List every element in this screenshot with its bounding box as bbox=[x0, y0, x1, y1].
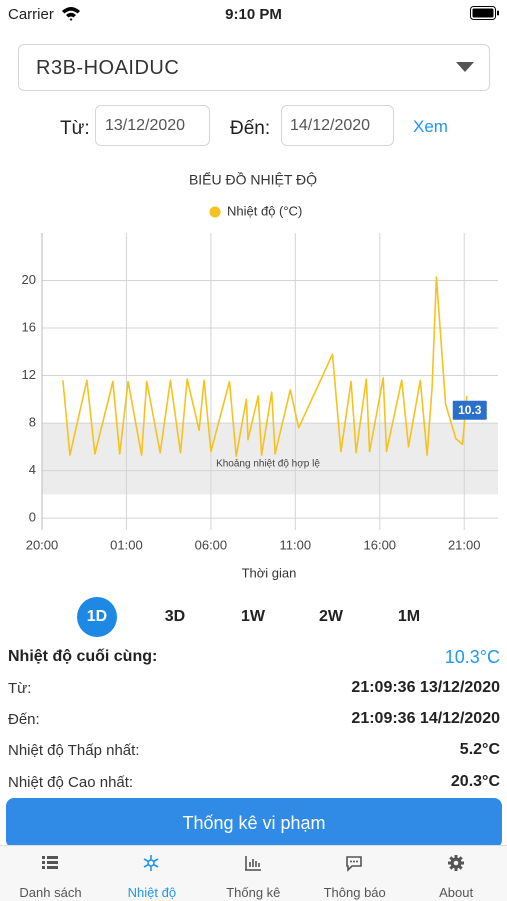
station-dropdown[interactable]: R3B-HOAIDUC bbox=[18, 44, 490, 91]
legend-label: Nhiệt độ (°C) bbox=[227, 203, 302, 218]
nav-item[interactable]: Thông báo bbox=[304, 846, 405, 900]
stat-row: Nhiệt độ Cao nhất: 20.3°C bbox=[8, 770, 500, 794]
temperature-chart: BIỂU ĐỒ NHIỆT ĐỘ Thời gian Nhiệt độ (°C)… bbox=[22, 171, 498, 580]
range-option[interactable]: 1M bbox=[397, 608, 421, 625]
x-tick-label: 20:00 bbox=[26, 537, 59, 552]
range-option[interactable]: 3D bbox=[164, 608, 186, 625]
stat-value: 20.3°C bbox=[450, 773, 500, 790]
stat-value: 21:09:36 14/12/2020 bbox=[351, 710, 500, 727]
stat-row: Nhiệt độ cuối cùng: 10.3°C bbox=[8, 645, 500, 669]
chart-title: BIỂU ĐỒ NHIỆT ĐỘ bbox=[189, 171, 317, 188]
wifi-icon bbox=[62, 7, 80, 21]
from-label: Từ: bbox=[60, 118, 90, 139]
stat-label: Nhiệt độ cuối cùng: bbox=[8, 648, 158, 665]
stat-value: 10.3°C bbox=[444, 646, 500, 667]
station-name: R3B-HOAIDUC bbox=[36, 57, 180, 79]
y-tick-label: 0 bbox=[29, 510, 36, 525]
from-date: 13/12/2020 bbox=[105, 117, 186, 134]
dropdown-arrow bbox=[456, 62, 474, 72]
to-date: 14/12/2020 bbox=[290, 117, 371, 134]
stat-row: Đến: 21:09:36 14/12/2020 bbox=[8, 707, 500, 731]
violation-button-label: Thống kê vi phạm bbox=[182, 813, 326, 833]
band-label: Khoảng nhiệt độ hợp lệ bbox=[216, 458, 320, 469]
stat-label: Nhiệt độ Thấp nhất: bbox=[8, 741, 140, 759]
nav-label: Thống kê bbox=[226, 885, 281, 900]
x-tick-label: 16:00 bbox=[364, 537, 397, 552]
x-tick-label: 11:00 bbox=[280, 537, 312, 552]
stat-label: Nhiệt độ Cao nhất: bbox=[8, 773, 134, 791]
violation-button[interactable]: Thống kê vi phạm bbox=[6, 798, 502, 848]
nav-icon bbox=[42, 856, 58, 869]
nav-icon bbox=[447, 855, 464, 871]
nav-icon bbox=[346, 856, 362, 872]
from-date-input[interactable]: 13/12/2020 bbox=[95, 105, 210, 146]
stat-row: Từ: 21:09:36 13/12/2020 bbox=[8, 676, 500, 700]
nav-icon bbox=[143, 855, 159, 871]
clock: 9:10 PM bbox=[225, 6, 282, 23]
x-tick-label: 21:00 bbox=[448, 537, 481, 552]
y-tick-label: 20 bbox=[22, 272, 36, 287]
nav-label: Thông báo bbox=[323, 885, 386, 900]
stat-value: 5.2°C bbox=[459, 741, 500, 758]
x-tick-label: 06:00 bbox=[195, 537, 228, 552]
last-value-label: 10.3 bbox=[458, 403, 482, 417]
nav-label: Nhiệt độ bbox=[127, 885, 177, 900]
nav-label: About bbox=[439, 885, 474, 900]
x-axis-title: Thời gian bbox=[242, 565, 297, 580]
stat-label: Đến: bbox=[8, 710, 40, 728]
battery-icon bbox=[470, 6, 499, 20]
nav-item[interactable]: Danh sách bbox=[0, 846, 101, 900]
to-label: Đến: bbox=[230, 118, 271, 139]
range-option[interactable]: 1W bbox=[241, 608, 265, 625]
nav-icon bbox=[244, 856, 261, 871]
tab-bar bbox=[0, 845, 507, 901]
temperature-line bbox=[62, 276, 468, 458]
range-option[interactable]: 1D bbox=[77, 597, 117, 637]
nav-item[interactable]: Thống kê bbox=[203, 846, 304, 900]
view-button[interactable]: Xem bbox=[413, 117, 448, 136]
to-date-input[interactable]: 14/12/2020 bbox=[281, 105, 394, 146]
legend-swatch bbox=[209, 206, 221, 218]
carrier: Carrier bbox=[8, 6, 54, 23]
x-tick-label: 01:00 bbox=[110, 537, 143, 552]
range-option[interactable]: 2W bbox=[319, 608, 343, 625]
last-value-box bbox=[452, 400, 487, 420]
stat-label: Từ: bbox=[8, 679, 32, 697]
stat-row: Nhiệt độ Thấp nhất: 5.2°C bbox=[8, 738, 500, 762]
y-tick-label: 8 bbox=[29, 415, 36, 430]
y-tick-label: 12 bbox=[22, 367, 36, 382]
y-tick-label: 16 bbox=[22, 319, 36, 334]
nav-item[interactable]: Nhiệt độ bbox=[101, 846, 202, 900]
nav-label: Danh sách bbox=[19, 885, 82, 900]
y-tick-label: 4 bbox=[29, 462, 36, 477]
stat-value: 21:09:36 13/12/2020 bbox=[351, 679, 500, 696]
nav-item[interactable]: About bbox=[406, 846, 507, 900]
